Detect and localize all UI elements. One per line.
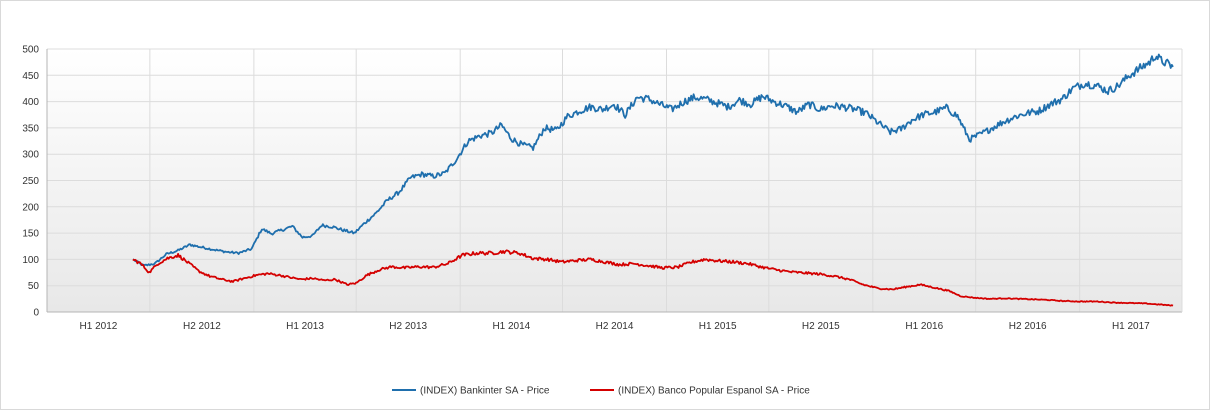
y-tick-label: 200: [22, 202, 39, 213]
y-tick-label: 300: [22, 150, 39, 161]
grid-lines: [47, 48, 1182, 312]
x-tick-label: H1 2015: [699, 321, 737, 332]
y-tick-label: 500: [22, 45, 39, 56]
y-tick-label: 100: [22, 255, 39, 266]
axes: [46, 49, 1183, 313]
x-tick-label: H1 2013: [286, 321, 324, 332]
series-line-2: [132, 249, 1174, 307]
y-tick-label: 150: [22, 229, 39, 240]
y-tick-label: 250: [22, 176, 39, 187]
x-tick-label: H1 2014: [492, 321, 530, 332]
x-tick-label: H1 2012: [80, 321, 118, 332]
series-line-1: [132, 53, 1174, 267]
y-axis-ticks: 0 50 100 150 200 250 300 350 400 450 500: [22, 45, 39, 319]
legend-label-2: (INDEX) Banco Popular Espanol SA - Price: [618, 386, 810, 397]
legend: (INDEX) Bankinter SA - Price (INDEX) Banc…: [392, 386, 810, 397]
x-tick-label: H2 2012: [183, 321, 221, 332]
x-tick-label: H2 2015: [802, 321, 840, 332]
x-tick-label: H1 2016: [905, 321, 943, 332]
y-tick-label: 0: [33, 308, 39, 319]
x-tick-label: H1 2017: [1112, 321, 1150, 332]
y-tick-label: 450: [22, 71, 39, 82]
series-lines: [132, 53, 1174, 307]
y-tick-label: 350: [22, 123, 39, 134]
x-tick-label: H2 2014: [596, 321, 634, 332]
x-tick-label: H2 2016: [1009, 321, 1047, 332]
x-tick-label: H2 2013: [389, 321, 427, 332]
y-tick-label: 50: [28, 281, 40, 292]
x-axis-ticks: H1 2012 H2 2012 H1 2013 H2 2013 H1 2014 H2 20…: [80, 321, 1151, 332]
y-tick-label: 400: [22, 97, 39, 108]
legend-label-1: (INDEX) Bankinter SA - Price: [420, 386, 550, 397]
